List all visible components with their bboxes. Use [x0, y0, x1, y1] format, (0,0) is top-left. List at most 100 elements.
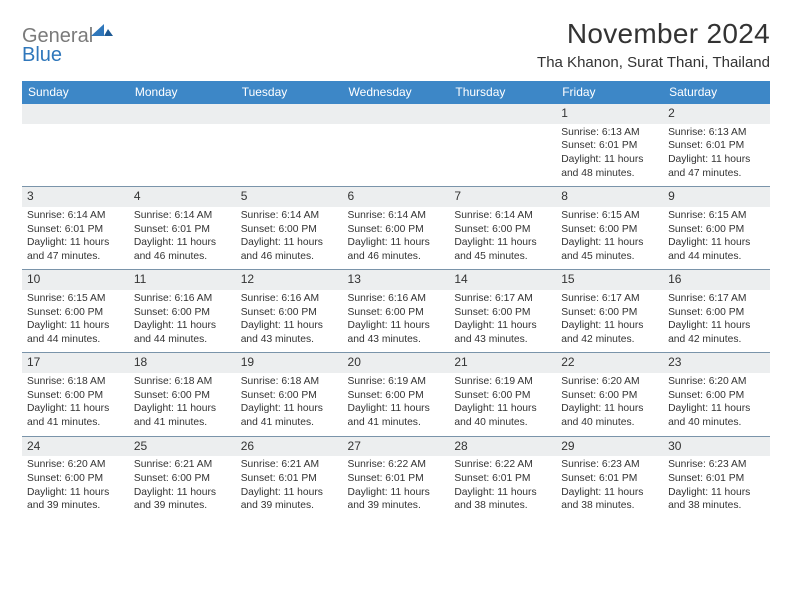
empty-cell: [343, 104, 450, 187]
day-number: 11: [129, 270, 236, 290]
day-number: 9: [663, 187, 770, 207]
day-cell: 16Sunrise: 6:17 AMSunset: 6:00 PMDayligh…: [663, 270, 770, 353]
page-title: November 2024: [537, 18, 770, 50]
day-header: Wednesday: [343, 81, 450, 104]
day-header: Tuesday: [236, 81, 343, 104]
week-row: 10Sunrise: 6:15 AMSunset: 6:00 PMDayligh…: [22, 270, 770, 353]
logo: General Blue: [22, 18, 113, 65]
day-number: 12: [236, 270, 343, 290]
week-row: 3Sunrise: 6:14 AMSunset: 6:01 PMDaylight…: [22, 187, 770, 270]
day-cell: 17Sunrise: 6:18 AMSunset: 6:00 PMDayligh…: [22, 353, 129, 436]
empty-cell: [129, 104, 236, 187]
day-cell: 28Sunrise: 6:22 AMSunset: 6:01 PMDayligh…: [449, 436, 556, 519]
day-info: Sunrise: 6:19 AMSunset: 6:00 PMDaylight:…: [454, 375, 551, 429]
day-info: Sunrise: 6:15 AMSunset: 6:00 PMDaylight:…: [668, 209, 765, 263]
day-header: Sunday: [22, 81, 129, 104]
week-row: 17 Sunrise: 6:18 AMSunset: 6:00 PMDayligh…: [22, 353, 770, 436]
day-cell: 21Sunrise: 6:19 AMSunset: 6:00 PMDayligh…: [449, 353, 556, 436]
day-cell: 22Sunrise: 6:20 AMSunset: 6:00 PMDayligh…: [556, 353, 663, 436]
day-cell: 29Sunrise: 6:23 AMSunset: 6:01 PMDayligh…: [556, 436, 663, 519]
day-cell: 10Sunrise: 6:15 AMSunset: 6:00 PMDayligh…: [22, 270, 129, 353]
day-cell: 4Sunrise: 6:14 AMSunset: 6:01 PMDaylight…: [129, 187, 236, 270]
day-info: Sunrise: 6:14 AMSunset: 6:01 PMDaylight:…: [27, 209, 124, 263]
day-info: Sunrise: 6:23 AMSunset: 6:01 PMDaylight:…: [668, 458, 765, 512]
day-cell: 14Sunrise: 6:17 AMSunset: 6:00 PMDayligh…: [449, 270, 556, 353]
day-number: 17: [22, 353, 129, 373]
logo-mark-icon: [91, 22, 113, 42]
day-number: 22: [556, 353, 663, 373]
day-number: 23: [663, 353, 770, 373]
day-info: Sunrise: 6:21 AMSunset: 6:00 PMDaylight:…: [134, 458, 231, 512]
day-info: Sunrise: 6:17 AMSunset: 6:00 PMDaylight:…: [561, 292, 658, 346]
day-number: 18: [129, 353, 236, 373]
day-number: 19: [236, 353, 343, 373]
day-info: Sunrise: 6:15 AMSunset: 6:00 PMDaylight:…: [27, 292, 124, 346]
day-number: 26: [236, 437, 343, 457]
day-number: 21: [449, 353, 556, 373]
day-cell: 7Sunrise: 6:14 AMSunset: 6:00 PMDaylight…: [449, 187, 556, 270]
day-number: 15: [556, 270, 663, 290]
day-info: Sunrise: 6:22 AMSunset: 6:01 PMDaylight:…: [454, 458, 551, 512]
day-number-empty: [22, 104, 129, 124]
day-cell: 3Sunrise: 6:14 AMSunset: 6:01 PMDaylight…: [22, 187, 129, 270]
day-number: 20: [343, 353, 450, 373]
day-info: Sunrise: 6:18 AMSunset: 6:00 PMDaylight:…: [241, 375, 338, 429]
day-info: Sunrise: 6:19 AMSunset: 6:00 PMDaylight:…: [348, 375, 445, 429]
title-block: November 2024 Tha Khanon, Surat Thani, T…: [537, 18, 770, 71]
day-number-empty: [343, 104, 450, 124]
empty-cell: [236, 104, 343, 187]
day-number: 24: [22, 437, 129, 457]
day-info: Sunrise: 6:16 AMSunset: 6:00 PMDaylight:…: [134, 292, 231, 346]
day-info: Sunrise: 6:22 AMSunset: 6:01 PMDaylight:…: [348, 458, 445, 512]
day-info: Sunrise: 6:23 AMSunset: 6:01 PMDaylight:…: [561, 458, 658, 512]
day-number: 25: [129, 437, 236, 457]
logo-word-blue: Blue: [22, 44, 62, 66]
day-info: Sunrise: 6:14 AMSunset: 6:00 PMDaylight:…: [241, 209, 338, 263]
day-info: Sunrise: 6:14 AMSunset: 6:00 PMDaylight:…: [348, 209, 445, 263]
day-number: 28: [449, 437, 556, 457]
day-number: 27: [343, 437, 450, 457]
day-cell: 25Sunrise: 6:21 AMSunset: 6:00 PMDayligh…: [129, 436, 236, 519]
week-row: 1Sunrise: 6:13 AMSunset: 6:01 PMDaylight…: [22, 104, 770, 187]
day-cell: 12Sunrise: 6:16 AMSunset: 6:00 PMDayligh…: [236, 270, 343, 353]
day-cell: 27Sunrise: 6:22 AMSunset: 6:01 PMDayligh…: [343, 436, 450, 519]
day-info: Sunrise: 6:20 AMSunset: 6:00 PMDaylight:…: [27, 458, 124, 512]
day-cell: 2Sunrise: 6:13 AMSunset: 6:01 PMDaylight…: [663, 104, 770, 187]
day-number: 16: [663, 270, 770, 290]
day-number: 29: [556, 437, 663, 457]
day-header-row: SundayMondayTuesdayWednesdayThursdayFrid…: [22, 81, 770, 104]
location-subtitle: Tha Khanon, Surat Thani, Thailand: [537, 54, 770, 71]
day-cell: 8Sunrise: 6:15 AMSunset: 6:00 PMDaylight…: [556, 187, 663, 270]
day-number: 7: [449, 187, 556, 207]
day-info: Sunrise: 6:13 AMSunset: 6:01 PMDaylight:…: [561, 126, 658, 180]
day-number-empty: [449, 104, 556, 124]
day-cell: 1Sunrise: 6:13 AMSunset: 6:01 PMDaylight…: [556, 104, 663, 187]
day-cell: 15Sunrise: 6:17 AMSunset: 6:00 PMDayligh…: [556, 270, 663, 353]
day-cell: 20Sunrise: 6:19 AMSunset: 6:00 PMDayligh…: [343, 353, 450, 436]
day-info: Sunrise: 6:14 AMSunset: 6:01 PMDaylight:…: [134, 209, 231, 263]
day-cell: 23Sunrise: 6:20 AMSunset: 6:00 PMDayligh…: [663, 353, 770, 436]
day-info: Sunrise: 6:20 AMSunset: 6:00 PMDaylight:…: [561, 375, 658, 429]
day-cell: 26Sunrise: 6:21 AMSunset: 6:01 PMDayligh…: [236, 436, 343, 519]
day-number: 10: [22, 270, 129, 290]
day-number-empty: [129, 104, 236, 124]
day-number: 30: [663, 437, 770, 457]
day-number: 1: [556, 104, 663, 124]
day-number: 6: [343, 187, 450, 207]
day-header: Monday: [129, 81, 236, 104]
day-header: Saturday: [663, 81, 770, 104]
day-info: Sunrise: 6:13 AMSunset: 6:01 PMDaylight:…: [668, 126, 765, 180]
day-info: Sunrise: 6:14 AMSunset: 6:00 PMDaylight:…: [454, 209, 551, 263]
day-cell: 18Sunrise: 6:18 AMSunset: 6:00 PMDayligh…: [129, 353, 236, 436]
day-header: Friday: [556, 81, 663, 104]
day-cell: 24Sunrise: 6:20 AMSunset: 6:00 PMDayligh…: [22, 436, 129, 519]
empty-cell: [22, 104, 129, 187]
empty-cell: [449, 104, 556, 187]
day-cell: 11Sunrise: 6:16 AMSunset: 6:00 PMDayligh…: [129, 270, 236, 353]
day-number: 8: [556, 187, 663, 207]
day-info: Sunrise: 6:21 AMSunset: 6:01 PMDaylight:…: [241, 458, 338, 512]
day-cell: 6Sunrise: 6:14 AMSunset: 6:00 PMDaylight…: [343, 187, 450, 270]
day-number-empty: [236, 104, 343, 124]
day-cell: 30Sunrise: 6:23 AMSunset: 6:01 PMDayligh…: [663, 436, 770, 519]
day-number: 5: [236, 187, 343, 207]
